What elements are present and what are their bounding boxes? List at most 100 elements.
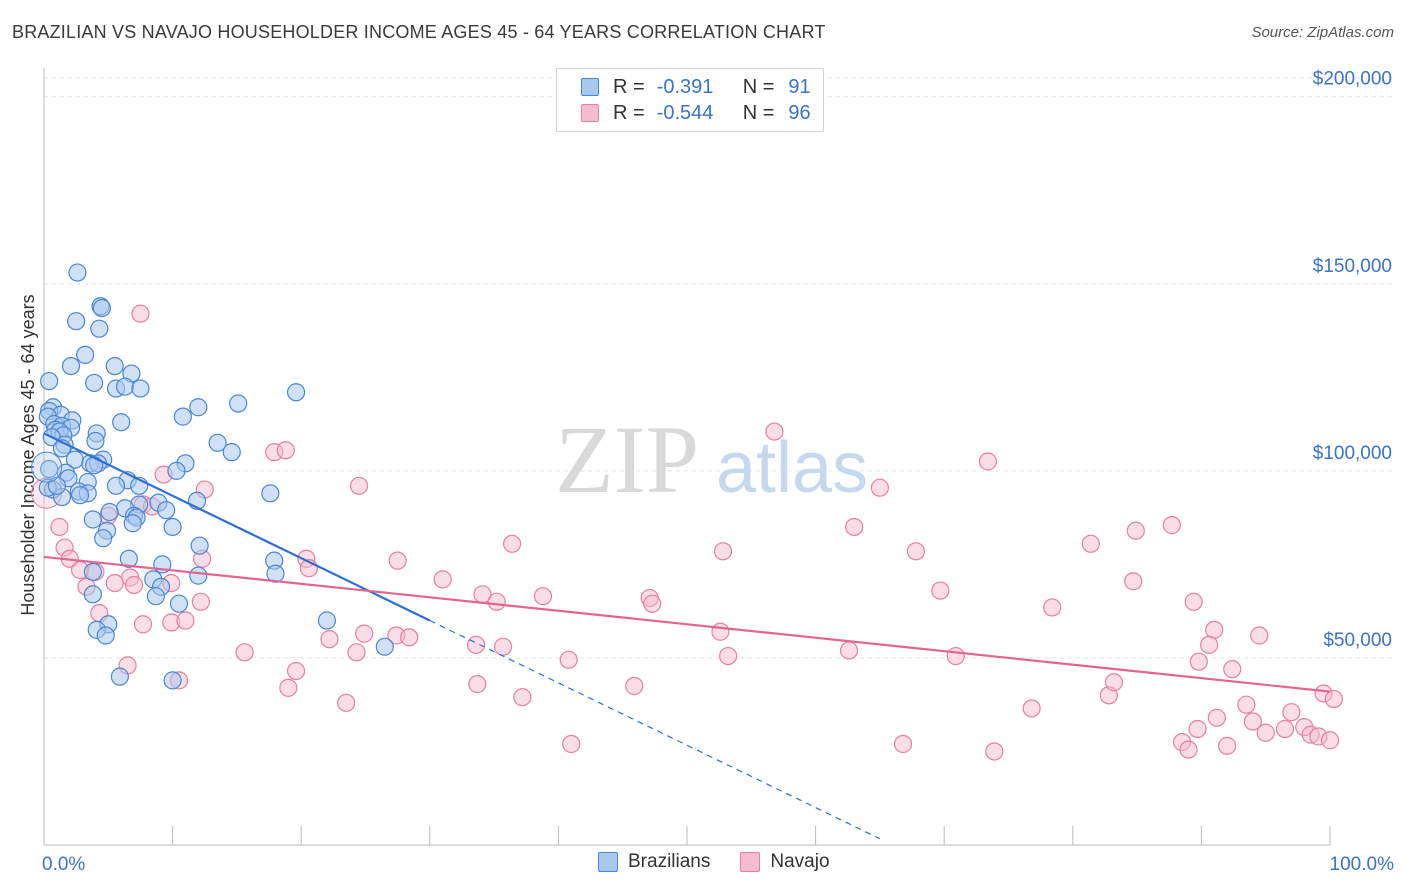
trend-lines [43, 432, 1331, 840]
brazilians-point [105, 356, 124, 376]
navajo-point [355, 624, 374, 643]
navajo-point [1179, 740, 1198, 759]
navajo-point [985, 742, 1004, 761]
brazilians-point [61, 356, 81, 376]
brazilians-point [163, 671, 182, 690]
brazilians-point [70, 486, 90, 505]
navajo-point [349, 476, 369, 495]
navajo-point [870, 478, 890, 497]
brazilians-point [131, 379, 150, 398]
legend-row-brazilians: R = -0.391 N = 91 [581, 75, 811, 99]
navajo-point [1243, 712, 1262, 731]
brazilians-point [112, 413, 131, 432]
brazilians-point [167, 461, 186, 480]
brazilians-point [40, 371, 59, 391]
navajo-point [191, 592, 210, 611]
y-tick-label: $150,000 [1313, 256, 1392, 277]
navajo-point [1162, 516, 1181, 535]
legend-n-value: 91 [788, 75, 811, 98]
navajo-point [1275, 719, 1295, 739]
brazilians-point [119, 549, 138, 568]
gridlines [44, 77, 1392, 659]
brazilians-point [67, 312, 86, 331]
brazilians-point [76, 345, 95, 364]
navajo-point [533, 587, 553, 606]
y-tick-label: $50,000 [1323, 630, 1392, 651]
brazilians-point [261, 484, 280, 503]
bottom-legend-brazilians: Brazilians [598, 851, 710, 873]
brazilians-point [123, 514, 142, 533]
brazilians-point [83, 510, 102, 529]
navajo-point [765, 422, 784, 441]
navajo-point [931, 581, 950, 600]
legend-r-value: -0.544 [656, 101, 714, 124]
navajo-point [893, 734, 913, 754]
navajo-point [1320, 731, 1340, 750]
legend-n-value: 96 [788, 101, 811, 124]
navajo-point [347, 643, 366, 662]
navajo-point [487, 592, 506, 611]
navajo-point [978, 452, 998, 471]
navajo-point [1022, 699, 1041, 718]
y-tick-label: $100,000 [1313, 443, 1392, 464]
navajo-point [625, 676, 644, 696]
navajo-point [1184, 592, 1203, 611]
brazilians-point [163, 517, 182, 537]
brazilians-point [169, 594, 189, 613]
brazilians-point [96, 626, 115, 645]
bottom-legend-label: Navajo [770, 851, 830, 872]
navajo-point [286, 661, 306, 681]
navajo-point [1081, 534, 1100, 553]
axes [43, 68, 1331, 846]
navajo-point [50, 517, 69, 537]
navajo-point [513, 688, 532, 707]
legend-row-navajo: R = -0.544 N = 96 [581, 101, 811, 125]
brazilians-point [85, 373, 104, 393]
brazilians-point [100, 502, 119, 522]
bottom-legend-label: Brazilians [628, 851, 711, 872]
navajo-point [1189, 652, 1208, 671]
brazilians-point [317, 611, 337, 630]
legend-r-label: R = [613, 101, 645, 124]
navajo-point [235, 643, 254, 662]
watermark-zip: ZIP [555, 406, 699, 513]
brazilians-point [90, 319, 109, 338]
y-axis-label: Householder Income Ages 45 - 64 years [18, 294, 38, 615]
brazilians-point [189, 398, 208, 417]
navajo-point [279, 678, 298, 697]
navajo-points [31, 304, 1343, 761]
navajo-point [105, 573, 124, 593]
brazilians-point [157, 501, 176, 520]
navajo-point [337, 693, 356, 712]
navajo-point [1282, 703, 1301, 722]
brazilians-point [115, 377, 135, 396]
navajo-point [1250, 626, 1269, 645]
legend-r-value: -0.391 [656, 75, 714, 98]
bottom-legend-swatch-blue [598, 852, 618, 872]
legend-r-label: R = [613, 75, 645, 98]
bottom-legend: Brazilians Navajo [598, 851, 860, 873]
navajo-point [1223, 660, 1242, 679]
navajo-point [711, 622, 730, 641]
watermark: ZIP atlas [555, 406, 868, 513]
navajo-point [400, 628, 419, 647]
navajo-point [562, 734, 581, 754]
navajo-point [906, 542, 926, 561]
brazilians-point [31, 451, 63, 483]
brazilians-point [222, 443, 241, 462]
navajo-point [1188, 719, 1207, 739]
navajo-trend-line [43, 555, 1331, 693]
bottom-legend-navajo: Navajo [740, 851, 830, 873]
navajo-point [1126, 521, 1145, 540]
navajo-point [320, 630, 339, 649]
brazilians-point [189, 566, 208, 585]
navajo-point [494, 637, 513, 656]
x-tick-label: 0.0% [42, 854, 85, 875]
brazilians-point [375, 637, 394, 656]
brazilians-point [85, 456, 104, 475]
navajo-point [1237, 695, 1256, 714]
brazilians-point [110, 667, 129, 686]
navajo-point [276, 441, 295, 460]
chart-title: BRAZILIAN VS NAVAJO HOUSEHOLDER INCOME A… [12, 22, 826, 42]
